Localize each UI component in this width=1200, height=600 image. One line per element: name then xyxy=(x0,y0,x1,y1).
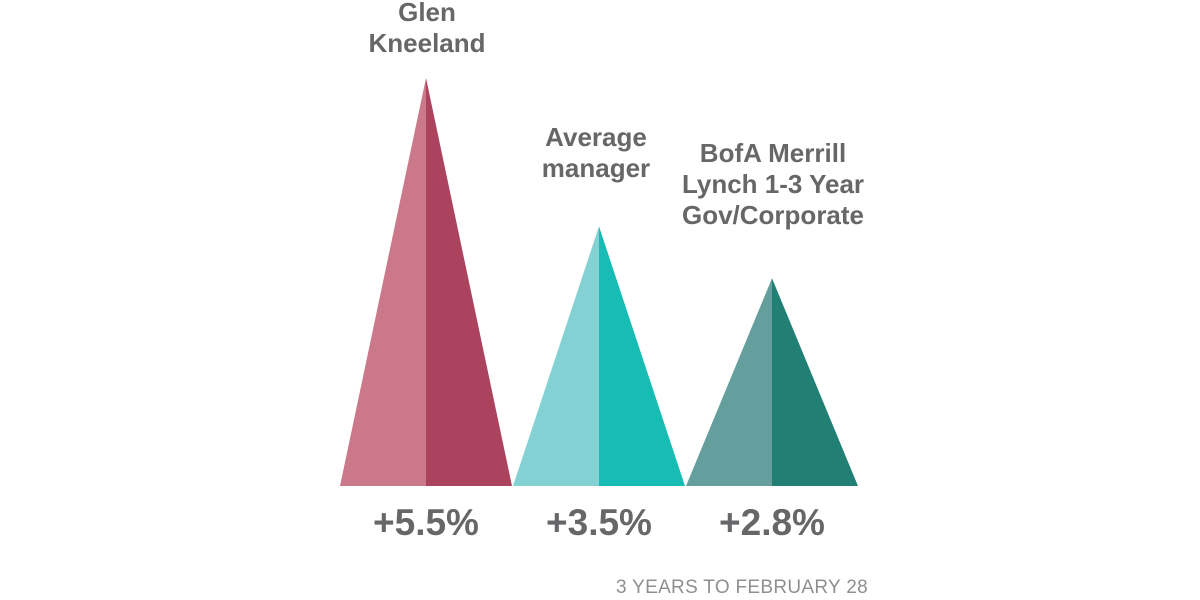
triangle-bar-bofa-index xyxy=(686,278,858,486)
triangle-bar-light-half xyxy=(340,78,426,486)
series-label-line: Lynch 1-3 Year xyxy=(681,169,865,199)
triangle-bar-light-half xyxy=(513,226,599,486)
series-label-line: BofA Merrill xyxy=(699,138,847,168)
triangle-bar-dark-half xyxy=(426,78,512,486)
triangle-bar-dark-half xyxy=(599,226,685,486)
series-label-line: Kneeland xyxy=(368,28,486,58)
series-label-glen-kneeland: Glen Kneeland xyxy=(317,0,537,59)
triangle-bar-glen-kneeland xyxy=(340,78,512,486)
triangle-bar-average-manager xyxy=(513,226,685,486)
series-label-line: manager xyxy=(541,153,651,183)
series-label-line: Gov/Corporate xyxy=(681,200,865,230)
triangle-bar-dark-half xyxy=(772,278,858,486)
triangle-bar-light-half xyxy=(686,278,772,486)
series-label-bofa-index: BofA Merrill Lynch 1-3 Year Gov/Corporat… xyxy=(663,138,883,231)
value-label-glen-kneeland: +5.5% xyxy=(373,502,479,543)
series-label-line: Average xyxy=(545,122,647,152)
series-label-average-manager: Average manager xyxy=(486,122,706,184)
series-label-line: Glen xyxy=(398,0,456,27)
value-label-bofa-index: +2.8% xyxy=(719,502,825,543)
chart-footnote: 3 YEARS TO FEBRUARY 28 xyxy=(616,577,868,598)
value-label-average-manager: +3.5% xyxy=(546,502,652,543)
